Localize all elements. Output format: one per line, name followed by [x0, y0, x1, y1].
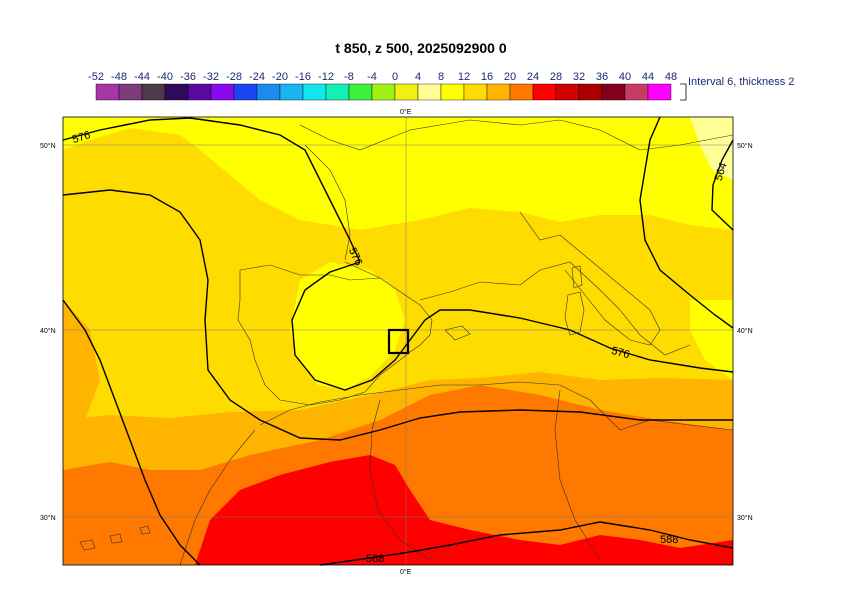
contour-label: 576	[610, 345, 631, 361]
chart-title: t 850, z 500, 2025092900 0	[335, 40, 507, 56]
legend-swatch	[647, 83, 672, 101]
legend-tick-label: -48	[111, 71, 127, 83]
canary-islands	[79, 525, 151, 551]
legend-tick-label: 0	[392, 71, 398, 83]
legend-tick-label: 36	[596, 71, 608, 83]
coastlines	[79, 119, 734, 566]
contour-576-iberia	[291, 261, 734, 391]
selection-box	[387, 328, 410, 355]
legend-tick-label: -28	[226, 71, 242, 83]
legend-tick-label: -32	[203, 71, 219, 83]
legend-tick-label: 8	[438, 71, 444, 83]
legend-tick-label: -8	[344, 71, 354, 83]
temperature-field	[63, 117, 733, 565]
legend-tick-label: -12	[318, 71, 334, 83]
map-frame	[62, 116, 734, 566]
legend-tick-label: -40	[157, 71, 173, 83]
contour-labels: 576 576 576 564 588 588	[71, 129, 730, 565]
contour-564	[639, 116, 734, 329]
coast-africa-west	[179, 429, 256, 566]
lon-label-top: 0°E	[400, 108, 412, 116]
color-legend: -52 -48 -44 -40 -36 -32 -28 -24 -20 -16 -12 -8 -4 0 4 8…	[88, 71, 687, 101]
legend-tick-label: 32	[573, 71, 585, 83]
lon-label-bottom: 0°E	[400, 568, 412, 576]
lat-label-left-30: 30°N	[40, 514, 56, 522]
axis-labels: 50°N 40°N 30°N 50°N 40°N 30°N 0°E 0°E	[40, 108, 753, 576]
border-libya-tunisia	[554, 389, 601, 561]
contour-564b	[711, 139, 734, 231]
legend-tick-label: -20	[272, 71, 288, 83]
balearic	[444, 325, 471, 341]
contour-576-west	[62, 189, 733, 441]
contour-label: 576	[71, 129, 92, 146]
coast-mediterranean-north	[419, 261, 691, 356]
legend-tick-label: 48	[665, 71, 677, 83]
corsica	[571, 265, 583, 289]
legend-tick-label: 44	[642, 71, 654, 83]
contour-label: 588	[366, 553, 384, 565]
legend-tick-label: 40	[619, 71, 631, 83]
border-algeria-morocco	[369, 399, 431, 561]
legend-tick-label: -24	[249, 71, 265, 83]
legend-tick-label: -44	[134, 71, 150, 83]
contour-588	[62, 299, 201, 566]
coast-europe-north	[299, 119, 734, 151]
lat-label-left-50: 50°N	[40, 142, 56, 150]
legend-tick-label: -52	[88, 71, 104, 83]
legend-tick-label: -4	[367, 71, 377, 83]
legend-tick-label: 16	[481, 71, 493, 83]
lat-label-right-30: 30°N	[737, 514, 753, 522]
legend-tick-label: -16	[295, 71, 311, 83]
coast-iberia	[237, 264, 433, 406]
legend-tick-label: 28	[550, 71, 562, 83]
legend-tick-label: 4	[415, 71, 421, 83]
field-12-16-west	[63, 300, 100, 430]
legend-tick-label: 24	[527, 71, 539, 83]
contour-label: 588	[660, 534, 678, 546]
field-20-24	[195, 455, 733, 565]
contour-576-north	[62, 117, 361, 263]
field-4-8-iberia	[290, 262, 405, 390]
lat-label-right-40: 40°N	[737, 327, 753, 335]
coast-italy	[559, 234, 661, 346]
legend-tick-label: -36	[180, 71, 196, 83]
legend-bracket	[680, 83, 687, 101]
lat-label-left-40: 40°N	[40, 327, 56, 335]
coast-france-west	[304, 144, 351, 261]
border-france-italy	[519, 211, 561, 241]
legend-tick-label: 20	[504, 71, 516, 83]
contours	[62, 116, 734, 566]
sardinia	[564, 291, 585, 336]
contour-588-south	[319, 521, 734, 566]
lat-label-right-50: 50°N	[737, 142, 753, 150]
coast-africa-north	[259, 381, 734, 431]
legend-tick-label: 12	[458, 71, 470, 83]
legend-interval-text: Interval 6, thickness 2	[688, 76, 795, 88]
contour-label: 564	[713, 161, 730, 182]
field-0-4	[690, 117, 733, 180]
